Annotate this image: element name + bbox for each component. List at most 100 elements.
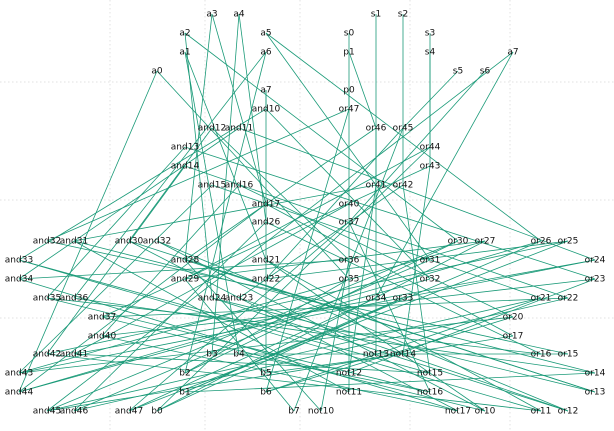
edge-and47-or25 [128,240,569,412]
node-a7b: a7 [260,86,271,96]
node-s3: s3 [425,29,435,39]
edge-and15-or21 [211,184,542,299]
node-or26: or26 [531,237,552,247]
edge-and26-and46 [73,221,267,412]
node-a4: a4 [233,10,245,20]
node-and47: and47 [115,407,143,417]
node-a6: a6 [260,48,272,58]
node-not11: not11 [336,388,362,398]
edge-and44-or26 [18,240,542,393]
edge-or30-and45 [46,240,459,412]
edge-or21-b6 [265,297,542,393]
edge-a3-and28 [184,13,213,261]
node-or24: or24 [585,256,606,266]
node-and36: and36 [60,294,89,304]
node-b1: b1 [179,388,190,398]
edge-and11-and34 [18,127,240,280]
node-or22: or22 [558,294,579,304]
node-not10: not10 [308,407,334,417]
node-layer: a3 a4 s1 s2 a2 a5 s0 s3 a1 a6 p1 s4 a7 a0 s5 s6 a7 p0 and1… [5,10,606,417]
node-and28: and28 [171,256,200,266]
edge-not12-or23 [348,278,596,374]
node-not12: not12 [336,369,362,379]
edge-and14-and42 [46,165,186,355]
edge-b1-or33 [184,297,404,393]
node-and16: and16 [225,181,254,191]
edge-or40-and41 [73,203,350,355]
edge-p1-or46 [348,51,377,129]
edge-or34-and47 [128,297,377,412]
node-a5: a5 [260,29,271,39]
node-and24: and24 [198,294,227,304]
edge-a3-and17 [211,13,267,205]
edge-layer [18,13,596,412]
edge-not11-and31 [73,240,350,393]
edge-and13-and35 [46,146,186,299]
node-or42: or42 [393,181,414,191]
node-and21: and21 [252,256,280,266]
node-and35: and35 [33,294,61,304]
edge-a2-or30 [184,32,459,242]
node-b3: b3 [206,350,217,360]
node-or33: or33 [393,294,414,304]
node-b2: b2 [179,369,190,379]
edge-and37-or10 [101,316,486,412]
node-s1: s1 [371,10,381,20]
edge-or23-and40 [101,278,596,337]
node-p0: p0 [343,86,355,96]
node-or32: or32 [420,275,441,285]
edge-or31-and46 [73,259,431,412]
edge-or44-and29 [184,146,431,280]
node-or44: or44 [420,143,441,153]
node-or47: or47 [339,105,360,115]
edge-b4-not16 [238,353,431,393]
node-a7: a7 [507,48,518,58]
node-not16: not16 [417,388,443,398]
node-or15: or15 [558,350,579,360]
node-or11: or11 [531,407,552,417]
edge-b7-and29 [184,278,295,412]
edge-or11-and21 [265,259,542,412]
edge-or10-and32b [156,240,486,412]
edge-and45-or21 [46,297,542,412]
node-or37: or37 [339,218,360,228]
node-or20: or20 [503,313,524,323]
node-a0: a0 [151,67,163,77]
edge-a4-and26 [238,13,267,223]
edge-or25-and42 [46,240,569,355]
node-or14: or14 [585,369,606,379]
edge-b2-or30 [184,240,459,374]
node-and33: and33 [5,256,33,266]
node-not17: not17 [445,407,471,417]
edge-a6-b2 [184,51,267,374]
edge-or45-b7 [293,127,404,412]
node-and10: and10 [252,105,281,115]
edge-or37-and47 [128,221,350,412]
node-and37: and37 [88,313,116,323]
node-and23: and23 [225,294,253,304]
node-and44: and44 [5,388,34,398]
edge-or20-and43 [18,316,514,374]
edge-or13-and28 [184,259,596,393]
node-or10: or10 [475,407,496,417]
edge-or46-and28 [184,127,377,261]
edge-or41-not12 [348,184,377,374]
node-not15: not15 [417,369,443,379]
node-and14: and14 [171,162,200,172]
edge-and36-or14 [73,297,596,374]
edge-a5-or26 [265,32,542,242]
node-or31: or31 [420,256,441,266]
node-or27: or27 [475,237,496,247]
edge-and17-and44 [18,203,267,393]
node-b0: b0 [151,407,163,417]
node-and32b: and32 [143,237,171,247]
edge-not15-and33 [18,259,431,374]
node-or34: or34 [366,294,387,304]
edge-or42-not15 [402,184,431,374]
node-or45: or45 [393,124,414,134]
edge-and13-or23 [184,146,596,280]
node-or25: or25 [558,237,579,247]
node-s5: s5 [453,67,463,77]
node-s0: s0 [344,29,355,39]
